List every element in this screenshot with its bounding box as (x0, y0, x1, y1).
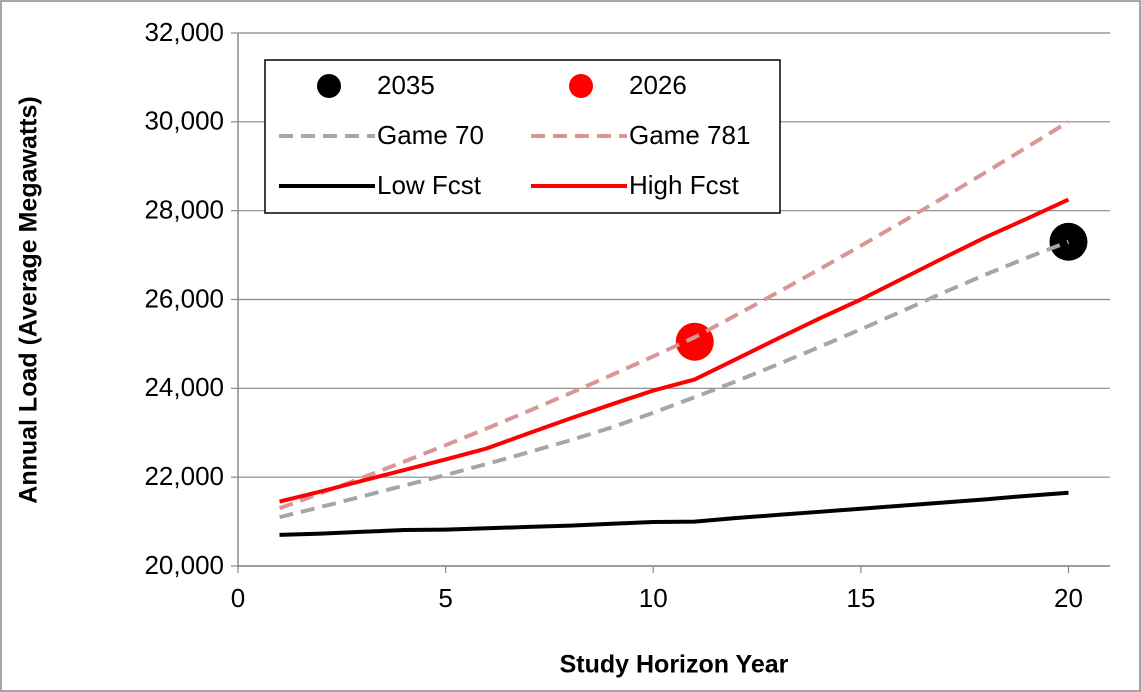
legend-label: 2035 (377, 70, 435, 100)
y-tick-label: 28,000 (144, 195, 224, 225)
legend-label: 2026 (629, 70, 687, 100)
data-point (675, 322, 714, 361)
legend-label: Game 70 (377, 120, 484, 150)
legend-label: Low Fcst (377, 170, 482, 200)
y-tick-label: 24,000 (144, 372, 224, 402)
y-tick-label: 22,000 (144, 461, 224, 491)
series-line (279, 197, 1070, 504)
y-tick-label: 30,000 (144, 106, 224, 136)
legend-marker (569, 74, 593, 98)
legend-label: Game 781 (629, 120, 750, 150)
series-line (279, 490, 1069, 537)
legend-marker (317, 74, 341, 98)
x-tick-label: 15 (846, 583, 875, 613)
y-axis-title: Annual Load (Average Megawatts) (15, 96, 43, 503)
x-tick-label: 0 (231, 583, 245, 613)
legend-label: High Fcst (629, 170, 740, 200)
y-tick-label: 32,000 (144, 17, 224, 47)
y-tick-label: 26,000 (144, 283, 224, 313)
series-line (278, 120, 1070, 511)
y-tick-label: 20,000 (144, 550, 224, 580)
x-tick-label: 20 (1054, 583, 1083, 613)
x-axis-title: Study Horizon Year (560, 651, 789, 679)
series-line (279, 239, 1070, 520)
x-tick-label: 5 (438, 583, 452, 613)
x-tick-label: 10 (639, 583, 668, 613)
